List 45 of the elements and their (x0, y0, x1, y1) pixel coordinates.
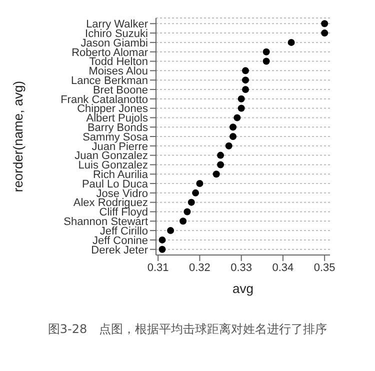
point (230, 133, 237, 140)
point (262, 48, 270, 56)
y-tick-label: Alex Rodriguez (73, 197, 148, 210)
point (184, 208, 191, 216)
point (188, 198, 195, 206)
x-tick-label: 0.34 (272, 262, 294, 274)
caption: 图3-28 点图，根据平均击球距离对姓名进行了排序 (46, 321, 328, 338)
x-tick-label: 0.31 (147, 262, 169, 274)
point (234, 114, 241, 122)
y-axis-title: reorder(name, avg) (10, 80, 26, 192)
point (196, 180, 204, 188)
point (230, 124, 237, 131)
point (238, 104, 245, 112)
x-tick-label: 0.35 (314, 262, 336, 274)
point (225, 142, 232, 150)
point (180, 218, 187, 225)
x-tick-label: 0.33 (230, 262, 252, 274)
point (158, 236, 166, 244)
point (217, 152, 224, 159)
point (321, 20, 328, 28)
point (242, 76, 249, 84)
y-tick-label: Jeff Cirillo (100, 225, 148, 238)
y-tick-label: Bret Boone (92, 84, 148, 96)
y-tick-label: Barry Bonds (87, 122, 148, 134)
point (167, 227, 174, 234)
y-tick-label: Sammy Sosa (82, 131, 149, 144)
point (242, 86, 249, 93)
y-tick-label: Paul Lo Duca (82, 178, 149, 190)
point (238, 95, 245, 102)
point (288, 38, 295, 46)
point (242, 67, 249, 74)
point (158, 246, 166, 253)
x-axis-title: avg (232, 281, 254, 296)
y-tick-label: Ichiro Suzuki (85, 28, 148, 40)
point (321, 30, 328, 37)
y-tick-label: Jeff Conine (92, 234, 148, 247)
point (192, 189, 200, 196)
y-tick-label: Cliff Floyd (99, 206, 148, 219)
point (217, 161, 224, 168)
y-tick-label: Lance Berkman (70, 74, 148, 87)
y-tick-label: Jason Giambi (80, 37, 148, 50)
point (262, 58, 270, 65)
y-tick-label: Derek Jeter (91, 244, 148, 256)
point (212, 170, 220, 178)
x-tick-label: 0.32 (188, 262, 210, 274)
